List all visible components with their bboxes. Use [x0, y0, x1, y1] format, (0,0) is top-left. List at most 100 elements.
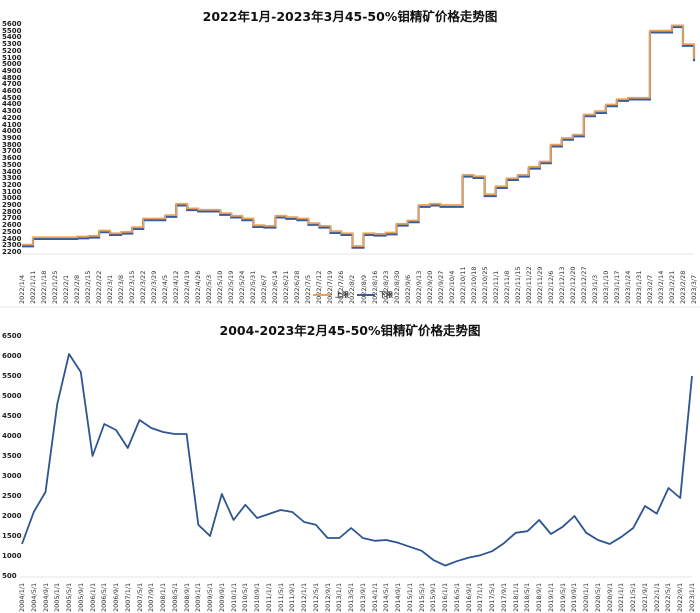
y-tick-label: 2000 — [2, 512, 22, 520]
y-tick-label: 5200 — [2, 46, 22, 55]
y-tick-label: 5400 — [2, 33, 22, 42]
x-tick-label: 2018/9/1 — [535, 582, 544, 612]
x-tick-label: 2021/1/1 — [617, 582, 626, 612]
y-tick-label: 2200 — [2, 248, 22, 256]
y-tick-label: 3700 — [2, 147, 22, 156]
x-tick-label: 2022/5/1 — [664, 582, 673, 612]
y-tick-label: 3900 — [2, 134, 22, 142]
x-tick-label: 2022/1/1 — [652, 582, 661, 612]
x-tick-label: 2022/9/1 — [676, 582, 685, 612]
y-tick-label: 6000 — [2, 352, 22, 360]
x-tick-label: 2013/5/1 — [347, 582, 356, 612]
x-tick-label: 2012/1/1 — [300, 582, 309, 612]
series-line-upper — [22, 24, 695, 247]
x-tick-label: 2008/9/1 — [182, 582, 191, 612]
x-tick-label: 2007/9/1 — [147, 582, 156, 612]
y-tick-label: 4500 — [2, 412, 22, 420]
y-tick-label: 5600 — [2, 20, 22, 28]
x-tick-label: 2006/1/1 — [88, 582, 97, 612]
y-tick-label: 3800 — [2, 140, 22, 149]
x-tick-label: 2014/5/1 — [382, 582, 391, 612]
x-tick-label: 2008/1/1 — [159, 582, 168, 612]
x-tick-label: 2019/9/1 — [570, 582, 579, 612]
x-tick-label: 2015/9/1 — [429, 582, 438, 612]
y-tick-label: 3400 — [2, 167, 22, 176]
y-tick-label: 4100 — [2, 120, 22, 129]
x-tick-label: 2017/5/1 — [488, 582, 497, 612]
x-tick-label: 2005/1/1 — [53, 582, 62, 612]
x-tick-label: 2010/1/1 — [229, 582, 238, 612]
bottom-chart-title: 2004-2023年2月45-50%钼精矿价格走势图 — [219, 323, 481, 338]
x-tick-label: 2015/5/1 — [417, 582, 426, 612]
y-tick-label: 5100 — [2, 53, 22, 62]
y-tick-label: 4200 — [2, 113, 22, 122]
x-tick-label: 2021/9/1 — [640, 582, 649, 612]
y-tick-label: 2500 — [2, 492, 22, 500]
y-tick-label: 4000 — [2, 127, 22, 136]
y-tick-label: 2600 — [2, 221, 22, 230]
x-tick-label: 2018/5/1 — [523, 582, 532, 612]
y-tick-label: 5000 — [2, 392, 22, 400]
y-tick-label: 2400 — [2, 234, 22, 243]
y-tick-label: 3000 — [2, 194, 22, 203]
legend-label-upper: 上限 — [335, 291, 349, 299]
x-tick-label: 2005/9/1 — [76, 582, 85, 612]
y-tick-label: 4800 — [2, 73, 22, 82]
y-tick-label: 2800 — [2, 207, 22, 216]
y-tick-label: 5300 — [2, 40, 22, 49]
y-tick-label: 3500 — [2, 452, 22, 460]
x-tick-label: 2014/9/1 — [394, 582, 403, 612]
x-tick-label: 2004/1/1 — [18, 582, 26, 612]
series-line-lower — [22, 25, 696, 249]
top-chart-panel: 2022年1月-2023年3月45-50%钼精矿价格走势图 2200 2300 24… — [0, 0, 700, 305]
x-tick-label: 2016/5/1 — [452, 582, 461, 612]
y-tick-label: 5000 — [2, 60, 22, 69]
x-tick-label: 2020/1/1 — [582, 582, 591, 612]
x-tick-label: 2011/5/1 — [276, 582, 285, 612]
x-tick-label: 2008/5/1 — [170, 582, 179, 612]
y-tick-label: 4000 — [2, 432, 22, 440]
y-tick-label: 1000 — [2, 552, 22, 560]
y-tick-label: 4700 — [2, 80, 22, 89]
y-tick-label: 3100 — [2, 187, 22, 196]
x-tick-label: 2012/9/1 — [323, 582, 332, 612]
x-tick-label: 2004/5/1 — [29, 582, 38, 612]
x-tick-label: 2018/1/1 — [511, 582, 520, 612]
x-tick-label: 2009/9/1 — [217, 582, 226, 612]
x-tick-label: 2019/5/1 — [558, 582, 567, 612]
y-tick-label: 2700 — [2, 214, 22, 223]
top-chart-title: 2022年1月-2023年3月45-50%钼精矿价格走势图 — [202, 9, 498, 24]
y-tick-label: 3200 — [2, 180, 22, 189]
x-tick-label: 2013/9/1 — [358, 582, 367, 612]
x-tick-label: 2004/9/1 — [41, 582, 50, 612]
x-tick-label: 2019/1/1 — [546, 582, 555, 612]
y-tick-label: 1500 — [2, 532, 22, 540]
x-tick-label: 2010/9/1 — [253, 582, 262, 612]
y-tick-label: 3600 — [2, 154, 22, 163]
x-tick-label: 2006/9/1 — [112, 582, 121, 612]
y-tick-label: 2900 — [2, 201, 22, 210]
bottom-chart-panel: 2004-2023年2月45-50%钼精矿价格走势图 — [0, 308, 700, 613]
legend-swatch-upper — [313, 294, 331, 296]
x-tick-label: 2005/5/1 — [65, 582, 74, 612]
y-tick-label: 5500 — [2, 372, 22, 380]
x-tick-label: 2015/1/1 — [405, 582, 414, 612]
x-tick-label: 2007/5/1 — [135, 582, 144, 612]
x-tick-label: 2021/5/1 — [629, 582, 638, 612]
legend-swatch-lower — [357, 294, 375, 296]
x-tick-label: 2014/1/1 — [370, 582, 379, 612]
x-tick-label: 2011/1/1 — [264, 582, 273, 612]
y-tick-label: 2500 — [2, 227, 22, 236]
x-tick-label: 2012/5/1 — [311, 582, 320, 612]
x-tick-label: 2023/1/1 — [688, 582, 696, 612]
y-tick-label: 4500 — [2, 93, 22, 102]
x-tick-label: 2020/9/1 — [605, 582, 614, 612]
y-tick-label: 5500 — [2, 26, 22, 35]
x-tick-label: 2009/5/1 — [206, 582, 215, 612]
chart-divider — [0, 306, 700, 308]
y-tick-label: 500 — [2, 572, 17, 580]
x-tick-label: 2017/9/1 — [499, 582, 508, 612]
x-tick-label: 2006/5/1 — [100, 582, 109, 612]
x-tick-label: 2016/9/1 — [464, 582, 473, 612]
y-tick-label: 3500 — [2, 160, 22, 169]
